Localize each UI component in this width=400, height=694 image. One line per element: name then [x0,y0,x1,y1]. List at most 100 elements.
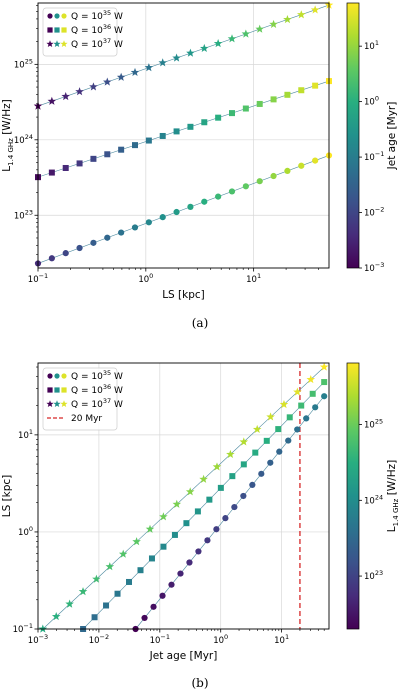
x-tick-label: 10−2 [89,633,109,646]
data-point-circle [204,537,211,544]
data-point-star [185,487,195,496]
data-point-star [65,599,74,608]
data-point-circle [222,515,229,522]
data-point-circle [48,255,55,262]
data-point-square [54,387,60,393]
data-point-square [270,96,277,103]
data-point-square [54,27,60,33]
data-point-circle [258,470,265,477]
data-point-star [75,87,84,96]
data-point-star [319,362,329,371]
series-line [42,366,325,630]
data-point-square [47,27,53,33]
data-point-circle [141,614,148,622]
colorbar-tick-label: 100 [364,95,379,108]
data-point-star [105,562,115,571]
legend-box [42,7,118,57]
x-tick-label: 10−1 [28,272,48,285]
data-point-circle [312,157,319,164]
data-point-circle [90,239,97,246]
tick-exponent: 24 [25,133,33,141]
data-point-star [46,40,54,48]
tick-exponent: 23 [25,208,33,216]
tick-exponent: 23 [375,569,383,577]
colorbar-label: L1.4 GHz [W/Hz] [386,460,400,532]
data-point-circle [61,373,67,379]
data-point-circle [187,203,194,210]
data-point-star [200,43,209,52]
data-point-star [252,424,262,434]
data-point-circle [228,188,236,195]
tick-mantissa: 10 [213,636,224,646]
data-point-star [239,437,249,446]
data-point-star [130,67,140,77]
colorbar-label-main: Jet age [Myr] [386,102,398,171]
data-point-star [144,63,154,72]
data-point-circle [267,459,274,466]
data-point-star [78,587,88,596]
data-point-circle [118,229,125,236]
tick-mantissa: 10 [28,636,39,646]
data-point-square [90,155,97,162]
tick-mantissa: 10 [364,98,375,108]
colorbar-label-unit: [W/Hz] [386,460,398,499]
data-point-star [158,58,167,67]
data-point-star [199,474,208,483]
data-point-square [321,379,328,386]
data-point-square [187,123,194,130]
legend-entry-label: Q = 1035 W [71,9,123,22]
legend-label-exponent: 37 [103,397,111,405]
colorbar-tick-label: 1024 [364,493,383,506]
data-point-star [47,96,57,105]
data-point-square [194,508,201,515]
colorbar-tick-label: 10−1 [364,150,384,163]
legend-entry-label: Q = 1037 W [71,397,123,410]
data-point-circle [150,603,157,610]
tick-mantissa: 10 [14,211,25,221]
data-point-circle [62,250,69,257]
legend-label-base: Q = 10 [71,40,103,50]
data-point-star [53,40,61,48]
data-point-star [297,10,306,19]
data-point-star [172,53,181,62]
data-point-square [229,473,236,480]
data-point-circle [284,167,291,174]
data-point-star [116,72,126,81]
tick-exponent: 1 [257,272,261,280]
data-point-circle [168,581,175,588]
data-point-square [118,146,125,153]
data-point-square [298,87,305,94]
data-point-circle [145,219,152,226]
data-point-star [118,549,128,558]
data-point-star [266,412,275,421]
x-tick-label: 100 [138,272,153,285]
colorbar-label-main: L [386,526,398,532]
data-point-star [51,612,61,621]
data-point-star [60,400,68,408]
data-point-square [103,602,110,609]
data-point-square [217,484,224,491]
tick-mantissa: 10 [246,275,257,285]
legend-label-base: Q = 10 [71,372,103,382]
data-point-square [114,590,121,597]
data-point-square [148,555,155,562]
data-point-square [48,169,55,176]
tick-exponent: 1 [285,633,289,641]
data-point-square [206,496,213,503]
data-point-circle [276,448,283,455]
tick-mantissa: 10 [13,625,24,635]
data-point-circle [321,393,328,400]
data-point-star [46,400,54,408]
data-point-square [312,82,319,89]
data-point-star [145,524,155,533]
data-point-star [92,574,101,583]
data-point-square [275,426,282,433]
tick-mantissa: 10 [364,496,375,506]
data-point-circle [294,426,301,433]
series-line [37,80,330,178]
legend-label-base: Q = 10 [71,12,103,22]
legend-label-base: Q = 10 [71,400,103,410]
tick-mantissa: 10 [150,636,161,646]
data-point-square [183,520,190,527]
x-axis-label: Jet age [Myr] [149,650,218,662]
